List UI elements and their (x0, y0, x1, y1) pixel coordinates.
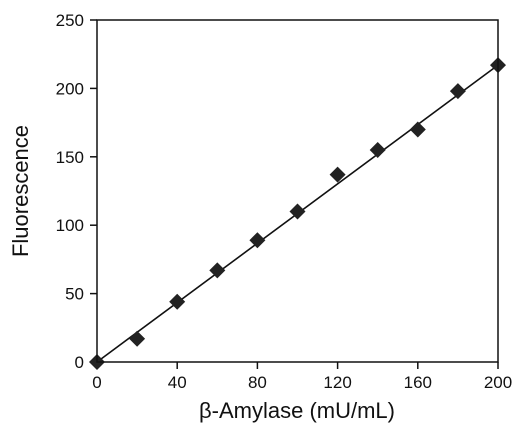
x-tick-label: 120 (323, 373, 351, 392)
x-tick-label: 0 (92, 373, 101, 392)
data-point (249, 232, 266, 249)
y-axis-ticks: 0 50 100 150 200 250 (56, 11, 97, 372)
x-axis-title: β-Amylase (mU/mL) (199, 398, 395, 423)
y-tick-label: 250 (56, 11, 84, 30)
data-point (289, 203, 306, 220)
y-tick-label: 150 (56, 148, 84, 167)
y-tick-label: 200 (56, 79, 84, 98)
y-tick-label: 0 (75, 353, 84, 372)
data-point (449, 83, 466, 100)
x-axis-ticks: 0 40 80 120 160 200 (92, 362, 512, 392)
data-point (169, 293, 186, 310)
x-tick-label: 80 (248, 373, 267, 392)
data-point (409, 121, 426, 138)
data-series (89, 57, 506, 370)
y-tick-label: 50 (65, 285, 84, 304)
data-point (329, 166, 346, 183)
data-point (369, 141, 386, 158)
x-tick-label: 200 (484, 373, 512, 392)
x-tick-label: 40 (168, 373, 187, 392)
y-tick-label: 100 (56, 216, 84, 235)
y-axis-title: Fluorescence (8, 125, 33, 257)
data-point (209, 262, 226, 279)
data-point (129, 330, 146, 347)
x-tick-label: 160 (404, 373, 432, 392)
plot-area-frame (96, 19, 499, 363)
